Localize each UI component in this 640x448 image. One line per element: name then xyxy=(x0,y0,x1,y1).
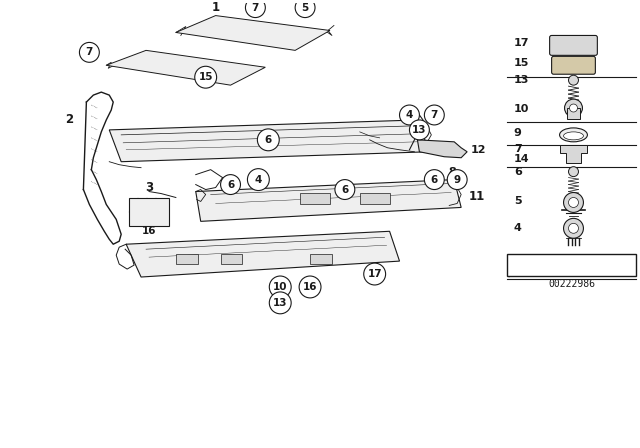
Polygon shape xyxy=(109,120,429,162)
FancyBboxPatch shape xyxy=(552,56,595,74)
FancyBboxPatch shape xyxy=(566,108,580,119)
Polygon shape xyxy=(126,231,399,277)
Text: 13: 13 xyxy=(273,298,287,308)
Circle shape xyxy=(568,198,579,207)
Circle shape xyxy=(269,292,291,314)
Text: 4: 4 xyxy=(255,175,262,185)
Text: 10: 10 xyxy=(273,282,287,292)
Polygon shape xyxy=(559,145,588,163)
Circle shape xyxy=(564,193,584,212)
Bar xyxy=(176,254,198,264)
Circle shape xyxy=(335,180,355,199)
Circle shape xyxy=(568,224,579,233)
FancyBboxPatch shape xyxy=(550,35,597,56)
Text: 9: 9 xyxy=(454,175,461,185)
Circle shape xyxy=(269,276,291,298)
Text: 12: 12 xyxy=(471,145,486,155)
Ellipse shape xyxy=(564,132,584,140)
Circle shape xyxy=(399,105,419,125)
Text: 6: 6 xyxy=(265,135,272,145)
Text: 5: 5 xyxy=(301,3,308,13)
Circle shape xyxy=(364,263,386,285)
Text: 6: 6 xyxy=(431,175,438,185)
Text: 10: 10 xyxy=(514,104,529,114)
Text: 17: 17 xyxy=(367,269,382,279)
Polygon shape xyxy=(176,16,330,50)
Text: 13: 13 xyxy=(514,75,529,85)
Bar xyxy=(310,254,332,264)
Text: 5: 5 xyxy=(514,197,522,207)
Circle shape xyxy=(447,170,467,190)
Circle shape xyxy=(410,120,429,140)
Circle shape xyxy=(424,170,444,190)
Text: 14: 14 xyxy=(514,154,529,164)
Circle shape xyxy=(195,66,216,88)
Text: 7: 7 xyxy=(514,144,522,154)
Circle shape xyxy=(564,218,584,238)
FancyBboxPatch shape xyxy=(129,198,169,226)
Circle shape xyxy=(568,75,579,85)
Bar xyxy=(360,193,390,204)
Polygon shape xyxy=(417,140,467,158)
Text: 11: 11 xyxy=(469,190,485,203)
Polygon shape xyxy=(106,50,266,85)
Text: 17: 17 xyxy=(514,39,529,48)
Circle shape xyxy=(257,129,279,151)
Text: 4: 4 xyxy=(514,223,522,233)
Text: 1: 1 xyxy=(212,1,220,14)
Text: 15: 15 xyxy=(514,58,529,68)
Ellipse shape xyxy=(559,128,588,142)
FancyBboxPatch shape xyxy=(507,254,636,276)
Text: 6: 6 xyxy=(227,180,234,190)
Text: 15: 15 xyxy=(198,72,213,82)
Bar xyxy=(300,193,330,204)
Circle shape xyxy=(295,0,315,17)
Circle shape xyxy=(221,175,241,194)
Text: 6: 6 xyxy=(341,185,348,194)
Text: 4: 4 xyxy=(406,110,413,120)
Bar xyxy=(221,254,243,264)
Text: 2: 2 xyxy=(65,113,74,126)
Circle shape xyxy=(299,276,321,298)
Circle shape xyxy=(564,99,582,117)
Circle shape xyxy=(570,104,577,112)
Text: 7: 7 xyxy=(431,110,438,120)
Text: 16: 16 xyxy=(142,226,156,236)
Circle shape xyxy=(424,105,444,125)
Text: 7: 7 xyxy=(86,47,93,57)
Text: 7: 7 xyxy=(252,3,259,13)
Circle shape xyxy=(248,168,269,190)
Text: 00222986: 00222986 xyxy=(548,279,595,289)
Circle shape xyxy=(246,0,266,17)
Text: 3: 3 xyxy=(145,181,153,194)
Text: 9: 9 xyxy=(514,128,522,138)
Text: 13: 13 xyxy=(412,125,427,135)
Text: 6: 6 xyxy=(514,167,522,177)
Polygon shape xyxy=(196,180,461,221)
Circle shape xyxy=(79,43,99,62)
Circle shape xyxy=(568,167,579,177)
Text: 16: 16 xyxy=(303,282,317,292)
Text: 8: 8 xyxy=(449,167,456,177)
